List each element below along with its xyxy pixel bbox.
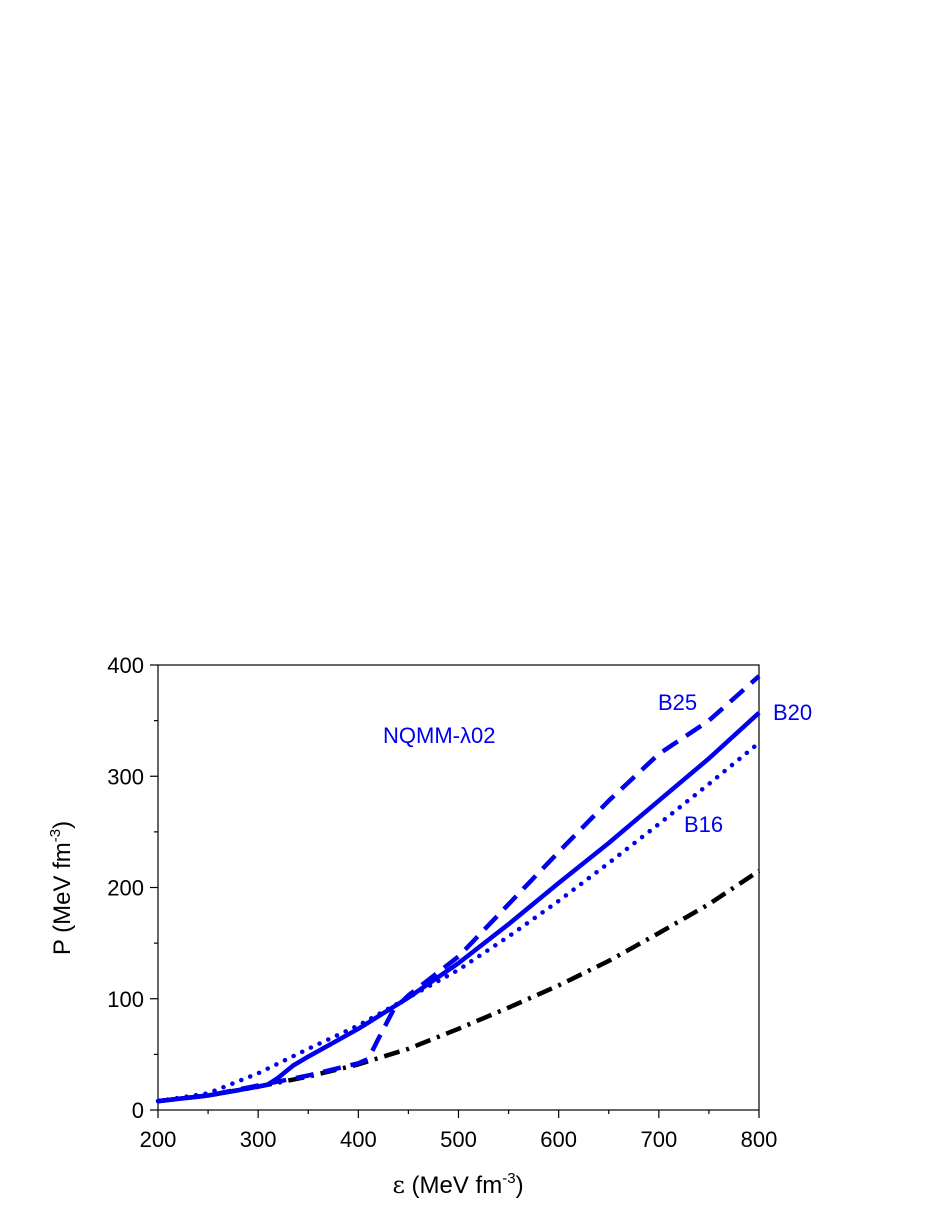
model-annotation: NQMM-λ02	[383, 723, 495, 748]
x-tick-label: 200	[140, 1127, 177, 1152]
x-axis-unit: (MeV fm	[405, 1172, 502, 1199]
series-label-b25: B25	[658, 690, 697, 715]
y-tick-label: 0	[132, 1098, 144, 1123]
axis-ticks	[150, 664, 760, 1118]
x-axis-symbol: ε	[392, 1171, 404, 1199]
series-label-b20: B20	[773, 700, 812, 725]
x-axis-unit-exponent: -3	[502, 1170, 515, 1187]
x-tick-label: 600	[540, 1127, 577, 1152]
y-axis-close: )	[49, 821, 76, 829]
y-tick-label: 200	[107, 876, 144, 901]
x-axis-close: )	[516, 1172, 524, 1199]
series-line-b20	[157, 711, 761, 1104]
y-tick-label: 400	[107, 653, 144, 678]
y-tick-label: 300	[107, 764, 144, 789]
y-tick-label: 100	[107, 987, 144, 1012]
x-tick-label: 800	[741, 1127, 778, 1152]
x-tick-label: 300	[240, 1127, 277, 1152]
y-axis-unit-exponent: -3	[47, 829, 64, 842]
x-axis-label: ε (MeV fm-3)	[392, 1170, 523, 1199]
x-tick-label: 700	[640, 1127, 677, 1152]
series-label-b16: B16	[684, 812, 723, 837]
series-line-b16	[155, 740, 762, 1104]
axis-tick-labels: 200 300 400 500 600 700 800 0 100 200 300 400	[107, 653, 777, 1152]
series-layer	[155, 674, 762, 1104]
y-axis-unit: (MeV fm	[49, 842, 76, 939]
x-tick-label: 500	[440, 1127, 477, 1152]
x-tick-label: 400	[340, 1127, 377, 1152]
y-axis-symbol: P	[49, 940, 76, 956]
series-line-hadronic	[157, 868, 761, 1104]
y-axis-label: P (MeV fm-3)	[47, 821, 76, 955]
